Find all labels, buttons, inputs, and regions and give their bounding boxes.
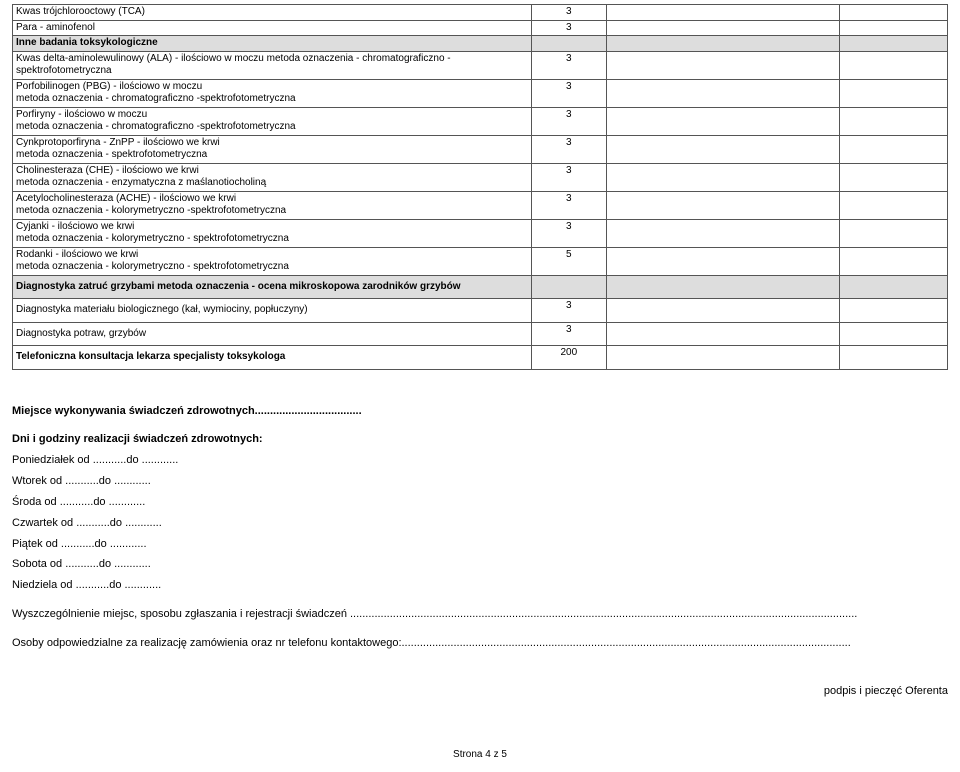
table-row: Cynkprotoporfiryna - ZnPP - ilościowo we… bbox=[13, 135, 948, 163]
row-col4 bbox=[840, 322, 948, 346]
tuesday-line: Wtorek od ...........do ............ bbox=[12, 474, 948, 489]
table-row: Porfobilinogen (PBG) - ilościowo w moczu… bbox=[13, 79, 948, 107]
row-value: 3 bbox=[531, 191, 606, 219]
row-value: 3 bbox=[531, 51, 606, 79]
row-value: 3 bbox=[531, 219, 606, 247]
row-col4 bbox=[840, 191, 948, 219]
schedule-header: Dni i godziny realizacji świadczeń zdrow… bbox=[12, 432, 948, 447]
toxicology-table: Kwas trójchlorooctowy (TCA)3Para - amino… bbox=[12, 4, 948, 370]
table-row: Diagnostyka potraw, grzybów3 bbox=[13, 322, 948, 346]
row-col3 bbox=[606, 299, 840, 323]
wednesday-line: Środa od ...........do ............ bbox=[12, 495, 948, 510]
below-section: Miejsce wykonywania świadczeń zdrowotnyc… bbox=[12, 404, 948, 651]
row-label: Porfobilinogen (PBG) - ilościowo w moczu… bbox=[13, 79, 532, 107]
row-label: Inne badania toksykologiczne bbox=[13, 36, 532, 52]
row-col3 bbox=[606, 107, 840, 135]
row-col4 bbox=[840, 163, 948, 191]
registration-line: Wyszczególnienie miejsc, sposobu zgłasza… bbox=[12, 607, 948, 622]
table-row: Telefoniczna konsultacja lekarza specjal… bbox=[13, 346, 948, 370]
table-row: Cyjanki - ilościowo we krwimetoda oznacz… bbox=[13, 219, 948, 247]
row-label: Diagnostyka potraw, grzybów bbox=[13, 322, 532, 346]
table-row: Para - aminofenol3 bbox=[13, 20, 948, 36]
row-label: Para - aminofenol bbox=[13, 20, 532, 36]
responsible-line: Osoby odpowiedzialne za realizację zamów… bbox=[12, 636, 948, 651]
signature-line: podpis i pieczęć Oferenta bbox=[12, 685, 948, 697]
row-col4 bbox=[840, 135, 948, 163]
row-col3 bbox=[606, 135, 840, 163]
table-row: Acetylocholinesteraza (ACHE) - ilościowo… bbox=[13, 191, 948, 219]
row-label: Porfiryny - ilościowo w moczumetoda ozna… bbox=[13, 107, 532, 135]
row-col3 bbox=[606, 219, 840, 247]
row-label: Kwas delta-aminolewulinowy (ALA) - ilośc… bbox=[13, 51, 532, 79]
row-value bbox=[531, 275, 606, 299]
row-col4 bbox=[840, 36, 948, 52]
table-row: Kwas delta-aminolewulinowy (ALA) - ilośc… bbox=[13, 51, 948, 79]
row-col4 bbox=[840, 20, 948, 36]
row-label: Diagnostyka materiału biologicznego (kał… bbox=[13, 299, 532, 323]
row-col3 bbox=[606, 322, 840, 346]
row-col3 bbox=[606, 20, 840, 36]
row-label: Kwas trójchlorooctowy (TCA) bbox=[13, 5, 532, 21]
row-col4 bbox=[840, 5, 948, 21]
monday-line: Poniedziałek od ...........do ..........… bbox=[12, 453, 948, 468]
row-label: Telefoniczna konsultacja lekarza specjal… bbox=[13, 346, 532, 370]
row-label: Cyjanki - ilościowo we krwimetoda oznacz… bbox=[13, 219, 532, 247]
table-row: Kwas trójchlorooctowy (TCA)3 bbox=[13, 5, 948, 21]
table-row: Cholinesteraza (CHE) - ilościowo we krwi… bbox=[13, 163, 948, 191]
row-label: Cholinesteraza (CHE) - ilościowo we krwi… bbox=[13, 163, 532, 191]
row-value: 5 bbox=[531, 247, 606, 275]
saturday-line: Sobota od ...........do ............ bbox=[12, 557, 948, 572]
thursday-line: Czwartek od ...........do ............ bbox=[12, 516, 948, 531]
row-value: 3 bbox=[531, 135, 606, 163]
row-col4 bbox=[840, 51, 948, 79]
row-col3 bbox=[606, 79, 840, 107]
row-label: Diagnostyka zatruć grzybami metoda oznac… bbox=[13, 275, 532, 299]
row-col4 bbox=[840, 299, 948, 323]
row-col3 bbox=[606, 346, 840, 370]
row-col3 bbox=[606, 163, 840, 191]
row-col3 bbox=[606, 51, 840, 79]
row-label: Rodanki - ilościowo we krwimetoda oznacz… bbox=[13, 247, 532, 275]
row-col3 bbox=[606, 247, 840, 275]
page-footer: Strona 4 z 5 bbox=[12, 749, 948, 760]
table-row: Diagnostyka materiału biologicznego (kał… bbox=[13, 299, 948, 323]
row-col4 bbox=[840, 247, 948, 275]
location-line: Miejsce wykonywania świadczeń zdrowotnyc… bbox=[12, 404, 948, 419]
table-row: Inne badania toksykologiczne bbox=[13, 36, 948, 52]
row-col4 bbox=[840, 275, 948, 299]
row-value bbox=[531, 36, 606, 52]
sunday-line: Niedziela od ...........do ............ bbox=[12, 578, 948, 593]
row-col3 bbox=[606, 5, 840, 21]
row-value: 3 bbox=[531, 299, 606, 323]
row-col4 bbox=[840, 79, 948, 107]
row-value: 3 bbox=[531, 79, 606, 107]
row-col4 bbox=[840, 107, 948, 135]
row-col3 bbox=[606, 191, 840, 219]
row-col3 bbox=[606, 275, 840, 299]
row-col4 bbox=[840, 219, 948, 247]
row-label: Cynkprotoporfiryna - ZnPP - ilościowo we… bbox=[13, 135, 532, 163]
table-row: Rodanki - ilościowo we krwimetoda oznacz… bbox=[13, 247, 948, 275]
row-label: Acetylocholinesteraza (ACHE) - ilościowo… bbox=[13, 191, 532, 219]
table-row: Porfiryny - ilościowo w moczumetoda ozna… bbox=[13, 107, 948, 135]
friday-line: Piątek od ...........do ............ bbox=[12, 537, 948, 552]
row-value: 3 bbox=[531, 20, 606, 36]
row-col3 bbox=[606, 36, 840, 52]
row-value: 3 bbox=[531, 322, 606, 346]
table-row: Diagnostyka zatruć grzybami metoda oznac… bbox=[13, 275, 948, 299]
row-col4 bbox=[840, 346, 948, 370]
row-value: 200 bbox=[531, 346, 606, 370]
row-value: 3 bbox=[531, 163, 606, 191]
row-value: 3 bbox=[531, 5, 606, 21]
row-value: 3 bbox=[531, 107, 606, 135]
